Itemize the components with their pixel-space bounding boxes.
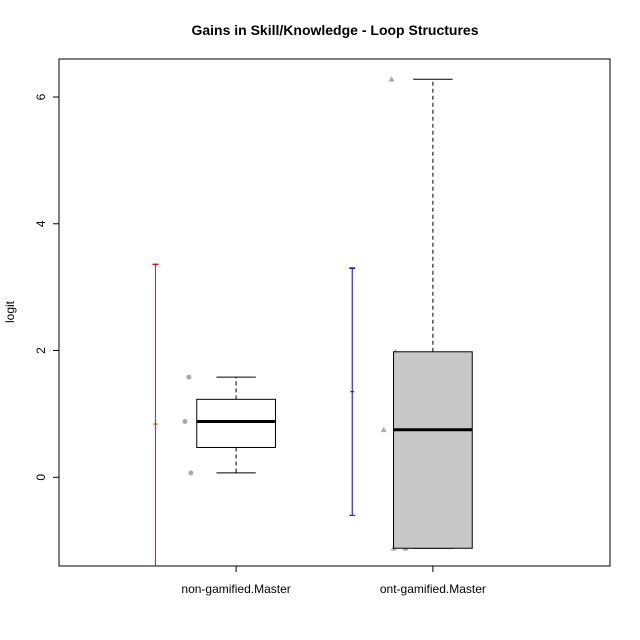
data-points: [182, 76, 409, 551]
boxes: [196, 78, 473, 549]
chart-title: Gains in Skill/Knowledge - Loop Structur…: [191, 22, 478, 38]
x-tick-label: non-gamified.Master: [181, 582, 290, 596]
y-axis: 0 2 4 6: [34, 93, 59, 481]
data-point-triangle: [388, 76, 395, 82]
box-body: [196, 398, 276, 448]
data-point-circle: [182, 419, 188, 425]
y-axis-label: logit: [3, 300, 17, 323]
x-tick-label: ont-gamified.Master: [380, 582, 486, 596]
x-axis: non-gamified.Master ont-gamified.Master: [181, 566, 486, 596]
interval-lines: [152, 263, 356, 566]
y-tick-label: 6: [34, 93, 48, 100]
y-tick-label: 2: [34, 347, 48, 354]
data-point-circle: [186, 374, 192, 380]
box-body: [393, 351, 473, 549]
data-point-triangle: [380, 426, 387, 433]
y-tick-label: 0: [34, 474, 48, 481]
box-1: [196, 376, 276, 474]
data-point-circle: [188, 470, 194, 476]
box-2: [393, 78, 473, 549]
plot-area-frame: [58, 58, 611, 567]
y-tick-label: 4: [34, 220, 48, 227]
